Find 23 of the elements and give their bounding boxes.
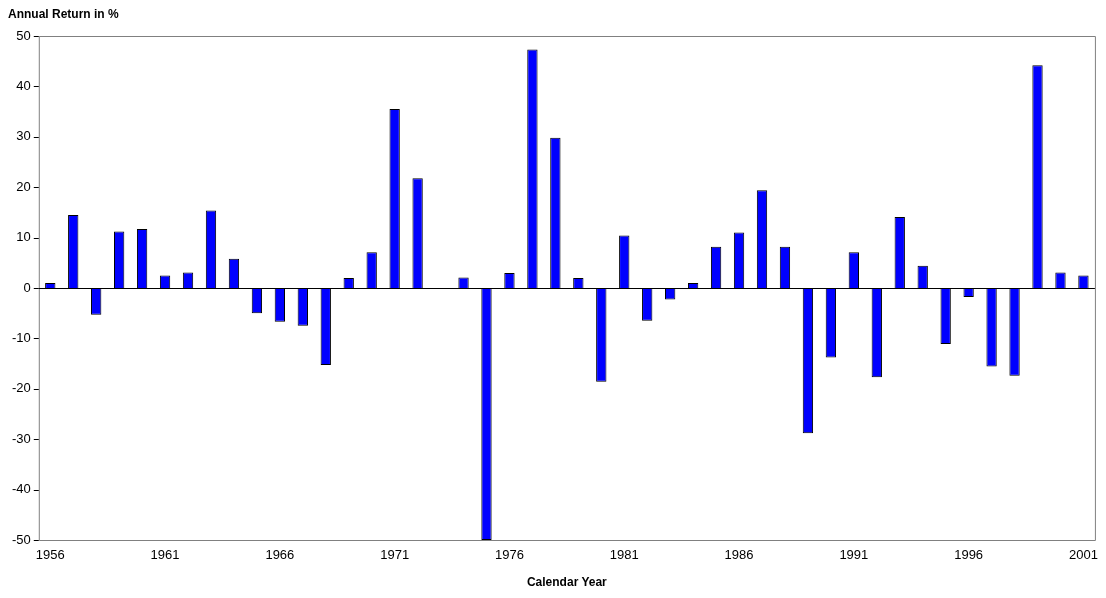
x-tick-label: 2001 [1068, 547, 1098, 563]
x-tick-label: 1996 [954, 547, 984, 563]
y-tick-label: -30 [11, 430, 31, 446]
y-tick-label: 40 [16, 77, 31, 93]
x-tick-label: 1966 [265, 547, 295, 563]
y-tick-label: -40 [11, 481, 31, 497]
y-tick-label: 30 [16, 128, 31, 144]
x-tick-label: 1991 [839, 547, 869, 563]
x-tick-label: 1956 [35, 547, 65, 563]
y-axis-title: Annual Return in % [8, 7, 119, 21]
y-tick-label: -20 [11, 380, 31, 396]
y-tick-label: -10 [11, 329, 31, 345]
y-tick-label: 20 [16, 178, 31, 194]
y-tick-label: 10 [16, 229, 31, 245]
y-tick-label: 50 [16, 27, 31, 43]
y-tick-label: 0 [23, 279, 31, 295]
y-tick-label: -50 [11, 531, 31, 547]
x-tick-label: 1981 [609, 547, 639, 563]
x-axis-title: Calendar Year [526, 575, 608, 590]
x-tick-label: 1976 [494, 547, 524, 563]
x-tick-label: 1986 [724, 547, 754, 563]
x-tick-label: 1971 [380, 547, 410, 563]
x-tick-label: 1961 [150, 547, 180, 563]
